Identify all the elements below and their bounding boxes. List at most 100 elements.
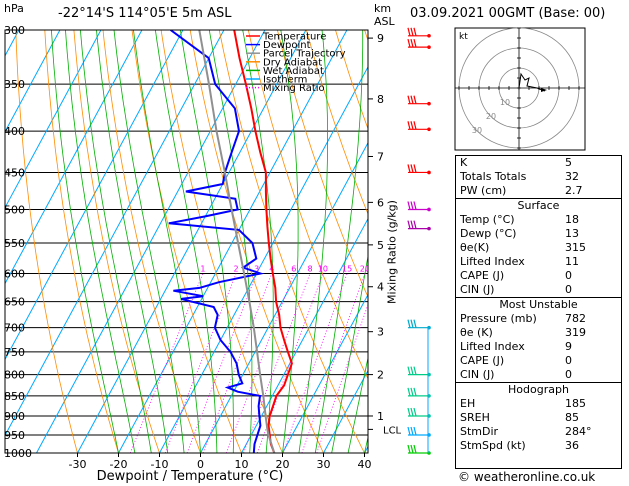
isotherm-line: [241, 217, 368, 453]
surface-label: Dewp (°C): [460, 227, 517, 240]
hodograph-unit-label: kt: [459, 32, 468, 42]
index-row: Totals Totals 32: [456, 170, 621, 184]
surface-row: Temp (°C) 18: [456, 213, 621, 227]
plot-frame: [4, 29, 369, 454]
index-label: Totals Totals: [460, 170, 527, 183]
hodograph-label: StmSpd (kt): [460, 439, 526, 452]
mixing-ratio-label: 20: [360, 265, 370, 274]
wind-barb-dot: [427, 226, 431, 231]
hodograph-value: 36: [565, 439, 579, 452]
surface-value: 11: [565, 255, 579, 268]
wind-barb-feather: [407, 38, 411, 48]
wind-barb-feather: [407, 426, 411, 436]
pressure-tick-label: 650: [4, 296, 25, 309]
wet-adiabat-line: [51, 30, 119, 453]
wind-barb-feather: [410, 444, 414, 454]
index-value: 5: [565, 156, 572, 169]
wind-barb-feather: [413, 38, 417, 48]
wind-barb-dot: [427, 170, 431, 175]
height-unit-label: km: [374, 2, 392, 15]
wind-barb-feather: [410, 121, 414, 130]
wind-barb-feather: [413, 444, 417, 454]
dry-adiabat-line: [102, 30, 201, 453]
legend-label: Isotherm: [263, 75, 307, 86]
hodograph-ring-label: 30: [472, 126, 482, 135]
pressure-tick-label: 700: [4, 322, 25, 335]
hodograph-label: EH: [460, 397, 476, 410]
wind-barb-dot: [427, 34, 431, 38]
wind-barb-feather: [410, 38, 414, 48]
x-tick-label: 30: [317, 458, 331, 471]
wet-adiabat-line: [280, 30, 299, 453]
most-unstable-section: Most Unstable Pressure (mb) 782 θe (K) 319 L…: [456, 297, 621, 382]
x-tick-label: -20: [110, 458, 128, 471]
km-tick-label: 6: [377, 196, 384, 209]
isotherm-line: [36, 30, 266, 453]
wind-barb-feather: [407, 319, 411, 328]
pressure-tick-label: 750: [4, 346, 25, 359]
isotherm-line: [5, 30, 102, 209]
wind-barb-feather: [413, 164, 417, 173]
wind-barb-feather: [407, 387, 411, 397]
surface-value: 0: [565, 269, 572, 282]
pressure-tick-label: 850: [4, 390, 25, 403]
legend-label: Temperature: [262, 32, 326, 43]
most-unstable-value: 782: [565, 312, 586, 325]
series-parcel-trajectory-line: [198, 30, 276, 453]
x-tick-label: -30: [69, 458, 87, 471]
wind-barb-feather: [407, 164, 411, 173]
pressure-tick-label: 900: [4, 410, 25, 423]
most-unstable-label: Lifted Index: [460, 340, 525, 353]
hodograph-row: EH 185: [456, 397, 621, 411]
pressure-tick-label: 400: [4, 125, 25, 138]
most-unstable-title: Most Unstable: [499, 298, 578, 311]
mixing-ratio-axis-title: Mixing Ratio (g/kg): [385, 200, 399, 304]
wet-adiabat-line: [242, 30, 274, 453]
surface-value: 18: [565, 213, 579, 226]
dry-adiabat-line: [73, 30, 160, 453]
mixing-ratio-label: 3: [254, 265, 259, 274]
hodograph-ring-label: 10: [500, 98, 510, 107]
surface-row: θe(K) 315: [456, 241, 621, 255]
wind-barb-feather: [413, 319, 417, 328]
mixing-ratio-label: 25: [374, 265, 384, 274]
legend-label: Mixing Ratio: [263, 83, 325, 94]
x-tick-label: 0: [197, 458, 204, 471]
pressure-tick-label: 800: [4, 369, 25, 382]
series-temperature-line: [233, 30, 293, 453]
surface-section: Surface Temp (°C) 18 Dewp (°C) 13 θe(K) 315 Li…: [456, 198, 621, 297]
index-label: PW (cm): [460, 184, 507, 197]
dry-adiabat-line: [247, 30, 368, 380]
hodograph-section: Hodograph EH 185 SREH 85 StmDir 284° StmSpd (k…: [456, 382, 621, 453]
isotherm-line: [159, 65, 368, 453]
wind-barb-feather: [407, 407, 411, 417]
hodograph-storm-marker: [541, 88, 547, 92]
hodograph-label: SREH: [460, 411, 490, 424]
wind-barb-feather: [407, 95, 411, 104]
most-unstable-row: θe (K) 319: [456, 326, 621, 340]
wind-barb-feather: [413, 95, 417, 104]
km-tick-label: 9: [377, 32, 384, 45]
km-tick-label: 7: [377, 150, 384, 163]
surface-title: Surface: [517, 199, 560, 212]
surface-label: Temp (°C): [460, 213, 515, 226]
hodograph-row: SREH 85: [456, 411, 621, 425]
surface-value: 13: [565, 227, 579, 240]
wind-barb-feather: [413, 387, 417, 397]
pressure-tick-label: 1000: [4, 447, 32, 460]
most-unstable-value: 0: [565, 368, 572, 381]
x-axis-title: Dewpoint / Temperature (°C): [96, 469, 284, 484]
wind-barb-feather: [407, 201, 411, 210]
wind-barb-dot: [427, 127, 431, 132]
wet-adiabat-line: [65, 30, 136, 453]
wet-adiabat-line: [298, 30, 328, 453]
km-tick-label: 4: [377, 281, 384, 294]
wet-adiabat-line: [347, 355, 368, 453]
pressure-tick-label: 600: [4, 268, 25, 281]
pressure-tick-label: 500: [4, 203, 25, 216]
km-tick-label: 3: [377, 326, 384, 339]
wind-barb-feather: [413, 407, 417, 417]
x-tick-label: 20: [276, 458, 290, 471]
datetime-title: 03.09.2021 00GMT (Base: 00): [410, 6, 606, 21]
